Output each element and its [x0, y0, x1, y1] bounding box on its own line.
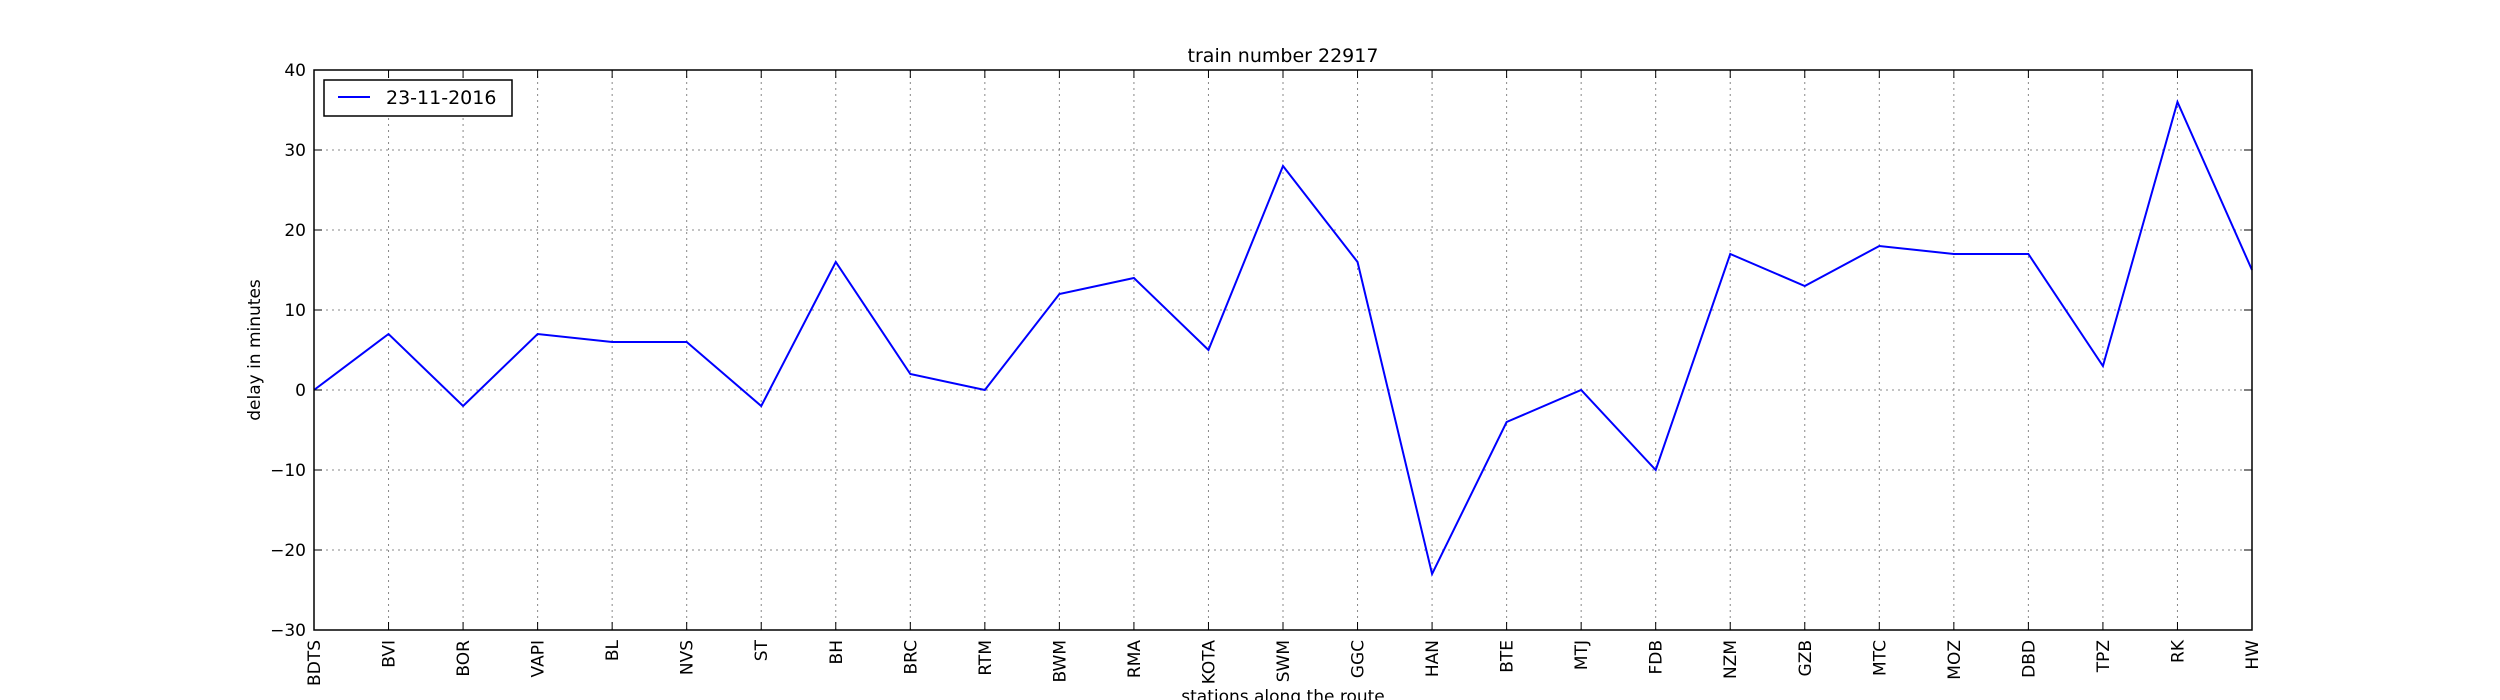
x-tick-label: RMA: [1125, 640, 1145, 678]
y-tick-label: −30: [270, 621, 306, 641]
y-tick-label: −20: [270, 541, 306, 561]
x-tick-label: DBD: [2019, 640, 2039, 678]
x-tick-label: NZM: [1721, 640, 1741, 679]
x-tick-label: BWM: [1050, 640, 1070, 683]
x-tick-label: BL: [603, 639, 623, 661]
x-tick-label: RTM: [976, 640, 996, 676]
chart-title: train number 22917: [1188, 45, 1379, 67]
y-tick-label: 10: [284, 301, 306, 321]
grid-lines: [313, 69, 2253, 631]
y-tick-label: 40: [284, 61, 306, 81]
x-tick-label: VAPI: [529, 640, 549, 677]
y-axis-label: delay in minutes: [245, 279, 265, 421]
y-tick-label: 0: [295, 381, 306, 401]
x-tick-label: BH: [827, 640, 847, 664]
y-tick-label: 30: [284, 141, 306, 161]
x-axis-label: stations along the route: [1181, 687, 1385, 700]
x-tick-label: GZB: [1796, 640, 1816, 676]
x-tick-label: KOTA: [1199, 640, 1219, 685]
axis-ticks: BDTS BVI BOR VAPI BL NVS ST BH BRC RTM BWM RMA KOTA S…: [270, 61, 2263, 686]
x-tick-label: FDB: [1647, 640, 1667, 675]
series-line: [313, 99, 2253, 577]
x-tick-label: GGC: [1349, 640, 1369, 678]
x-tick-label: BTE: [1498, 640, 1518, 673]
x-tick-label: MOZ: [1945, 640, 1965, 680]
x-tick-label: MTC: [1870, 640, 1890, 676]
x-tick-label: HAN: [1423, 640, 1443, 677]
x-tick-label: MTJ: [1572, 640, 1592, 670]
x-tick-label: ST: [752, 639, 772, 661]
legend-label: 23-11-2016: [386, 87, 496, 109]
x-tick-label: SWM: [1274, 640, 1294, 682]
x-tick-label: BRC: [901, 640, 921, 675]
x-tick-label: TPZ: [2094, 640, 2114, 673]
x-tick-label: BVI: [380, 640, 400, 668]
x-tick-label: BOR: [454, 640, 474, 677]
y-tick-label: −10: [270, 461, 306, 481]
x-tick-label: HW: [2243, 640, 2263, 670]
x-tick-label: BDTS: [305, 640, 325, 686]
x-tick-label: RK: [2168, 639, 2188, 663]
legend: 23-11-2016: [323, 79, 513, 117]
y-tick-label: 20: [284, 221, 306, 241]
x-tick-label: NVS: [678, 640, 698, 675]
